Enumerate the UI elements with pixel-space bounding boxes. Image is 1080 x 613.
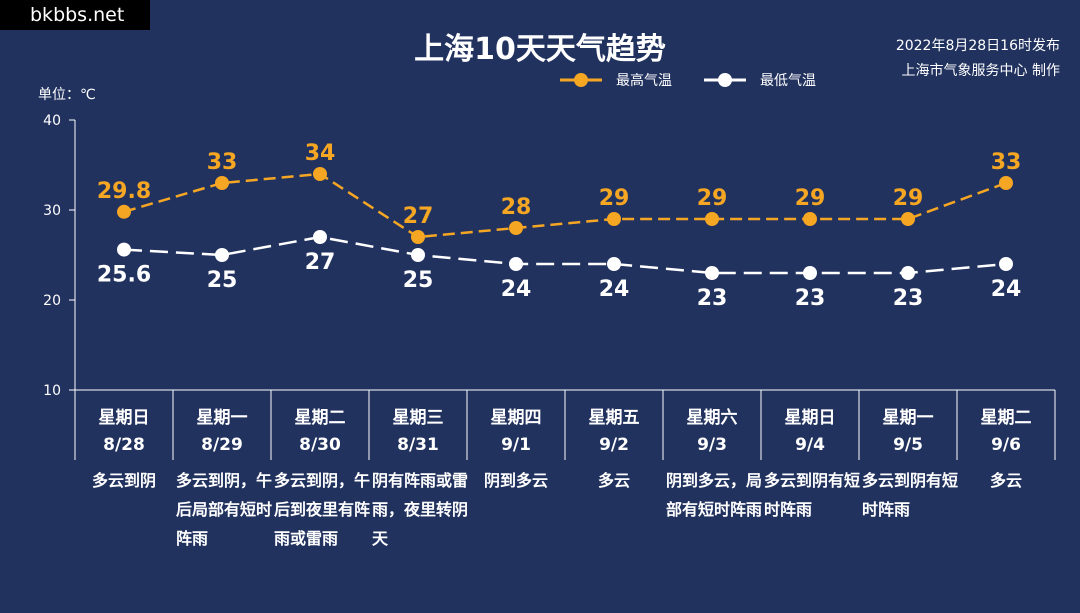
data-label-high: 33 [207,150,238,175]
y-tick-label: 30 [43,203,61,219]
publish-info: 2022年8月28日16时发布 上海市气象服务中心 制作 [896,34,1060,84]
x-tick-weekday: 星期六 [687,407,738,428]
x-tick-date: 8/31 [397,435,439,455]
y-tick-label: 20 [43,293,61,309]
weather-desc: 多云 [597,471,630,490]
legend-item-high: 最高气温 [560,70,672,90]
legend-label-high: 最高气温 [616,73,672,89]
x-tick-weekday: 星期五 [589,408,640,428]
data-point-high [999,176,1013,190]
weather-desc: 多云到阴 [91,471,156,490]
series-line-low [123,235,1007,275]
data-label-high: 29 [893,186,924,211]
legend: 最高气温 最低气温 [560,70,848,90]
data-label-low: 24 [991,277,1022,302]
weather-desc: 阴到多云 [483,471,548,490]
x-tick-date: 9/6 [991,435,1021,455]
y-tick-label: 40 [43,113,61,129]
legend-high-marker [560,73,602,87]
data-point-low [509,257,523,271]
data-label-high: 28 [501,195,532,220]
data-label-high: 27 [403,204,434,229]
data-point-high [607,212,621,226]
data-point-high [117,204,131,219]
publish-time: 2022年8月28日16时发布 [895,38,1060,54]
x-tick-weekday: 星期日 [785,408,836,428]
data-point-low [411,248,425,262]
x-tick-date: 9/1 [501,435,531,455]
data-label-low: 23 [697,286,728,311]
x-tick-date: 8/28 [103,435,145,455]
weather-desc: 多云到阴有短时阵雨 [764,471,861,519]
x-tick-weekday: 星期日 [99,408,150,428]
legend-label-low: 最低气温 [760,73,816,89]
data-point-high [313,167,327,181]
data-label-low: 23 [795,286,826,311]
x-tick-weekday: 星期四 [491,408,542,428]
legend-low-marker [704,73,746,87]
x-tick-date: 9/5 [893,435,923,455]
weather-desc: 阴有阵雨或雷雨，夜里转阴天 [372,471,469,548]
data-point-high [705,212,719,226]
data-label-low: 24 [501,277,532,302]
data-point-high [901,212,915,226]
x-tick-weekday: 星期二 [981,408,1032,428]
x-tick-date: 8/29 [201,435,243,455]
data-label-low: 25.6 [97,263,151,288]
series-line-high [123,172,1007,239]
weather-desc: 多云到阴，午后局部有短时阵雨 [176,471,273,548]
weather-desc: 多云 [989,471,1022,490]
weather-desc: 阴到多云，局部有短时阵雨 [666,471,763,519]
data-point-low [313,230,327,244]
chart-title: 上海10天天气趋势 [414,32,666,67]
data-label-low: 25 [207,268,238,293]
data-point-high [509,221,523,235]
data-point-high [215,176,229,190]
x-tick-weekday: 星期一 [197,408,248,428]
x-tick-weekday: 星期二 [295,408,346,428]
data-label-high: 34 [305,141,336,166]
weather-desc: 多云到阴有短时阵雨 [862,471,959,519]
data-point-low [705,266,719,280]
data-point-low [117,242,131,257]
data-label-high: 33 [991,150,1022,175]
data-point-low [803,266,817,280]
x-tick-date: 8/30 [299,435,341,455]
unit-label: 单位：℃ [38,87,96,103]
x-tick-date: 9/3 [697,435,727,455]
data-point-high [803,212,817,226]
data-point-low [901,266,915,280]
weather-desc: 多云到阴，午后到夜里有阵雨或雷雨 [274,471,371,548]
data-point-low [999,257,1013,271]
data-point-low [607,257,621,271]
x-tick-weekday: 星期一 [883,408,934,428]
data-point-low [215,248,229,262]
data-point-high [411,230,425,244]
publisher: 上海市气象服务中心 制作 [901,63,1060,79]
watermark: bkbbs.net [0,0,150,30]
x-tick-date: 9/2 [599,435,629,455]
data-label-high: 29 [795,186,826,211]
legend-item-low: 最低气温 [704,70,816,90]
data-label-low: 24 [599,277,630,302]
data-label-low: 23 [893,286,924,311]
x-tick-weekday: 星期三 [393,408,444,428]
data-label-high: 29 [599,186,630,211]
data-label-high: 29 [697,186,728,211]
data-label-low: 25 [403,268,434,293]
y-tick-label: 10 [43,383,61,399]
data-label-low: 27 [305,250,336,275]
x-tick-date: 9/4 [795,435,825,455]
data-label-high: 29.8 [97,179,151,204]
